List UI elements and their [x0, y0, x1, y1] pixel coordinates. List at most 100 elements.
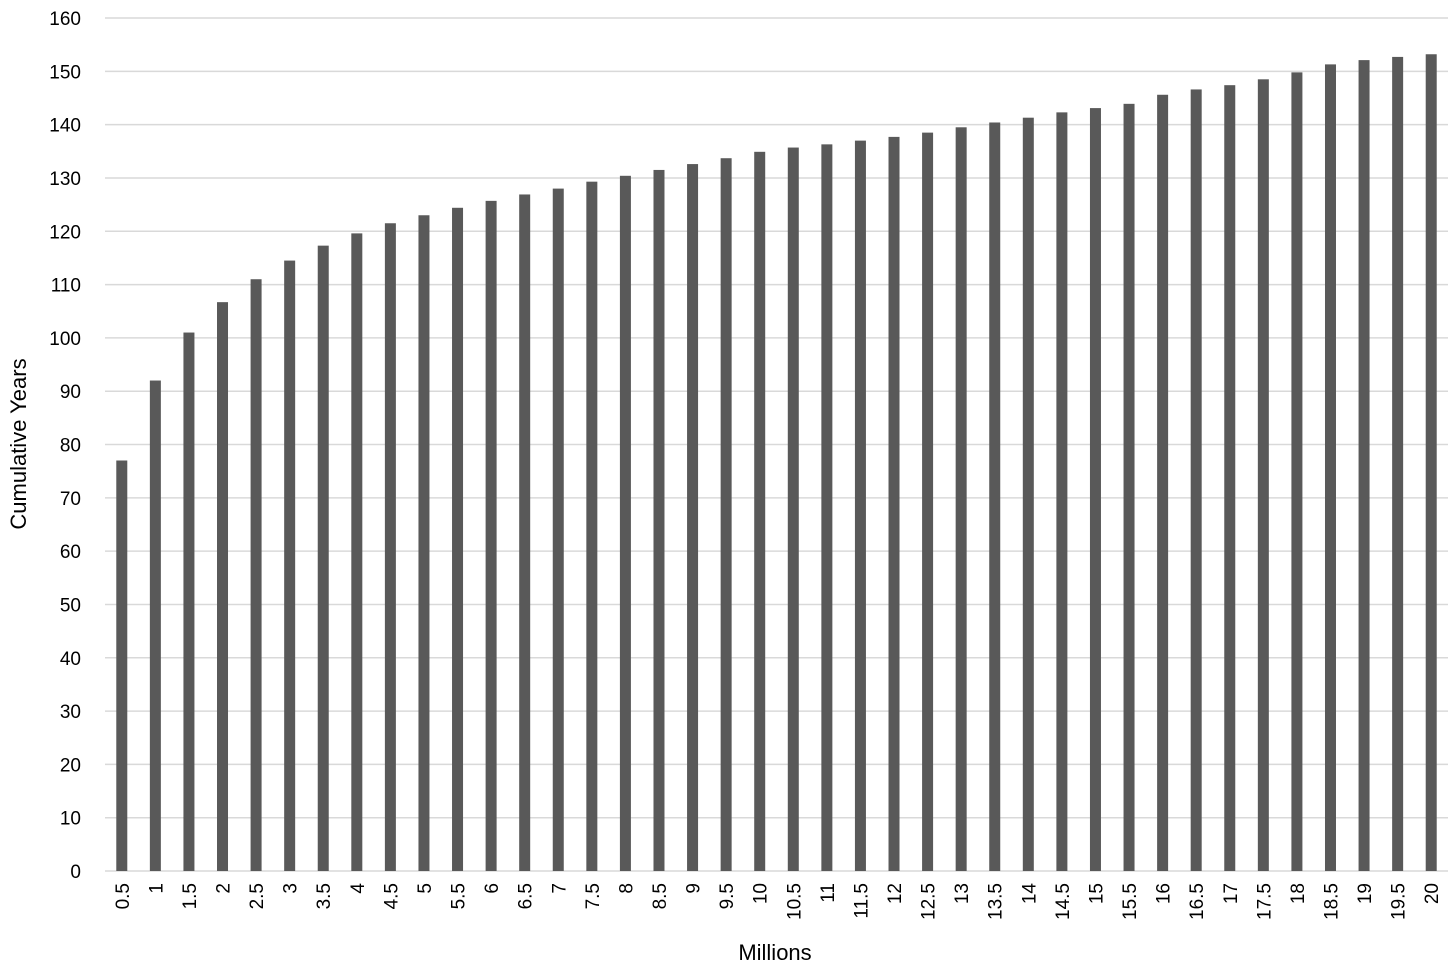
- y-tick-label: 100: [49, 329, 81, 350]
- bar-14.5: [1056, 112, 1068, 871]
- y-tick-label: 150: [49, 62, 81, 83]
- x-tick-label: 8: [616, 883, 637, 894]
- y-axis-title: Cumulative Years: [6, 358, 31, 529]
- x-tick-label: 6.5: [516, 883, 537, 909]
- y-tick-label: 50: [60, 595, 81, 616]
- bar-3: [284, 260, 296, 871]
- bar-17: [1224, 85, 1236, 871]
- x-tick-label: 5: [415, 883, 436, 894]
- x-tick-label: 15: [1086, 883, 1107, 904]
- y-tick-label: 30: [60, 702, 81, 723]
- bar-11: [821, 144, 833, 871]
- x-tick-label: 1.5: [180, 883, 201, 909]
- y-tick-label: 40: [60, 649, 81, 670]
- bar-13: [955, 127, 967, 871]
- bar-7: [552, 188, 564, 872]
- bar-10.5: [787, 147, 799, 871]
- bar-17.5: [1257, 79, 1269, 871]
- y-tick-label: 80: [60, 436, 81, 457]
- x-tick-label: 4.5: [381, 883, 402, 909]
- x-tick-label: 14.5: [1053, 883, 1074, 920]
- x-tick-label: 9.5: [717, 883, 738, 909]
- x-tick-label: 11.5: [851, 883, 872, 919]
- x-tick-label: 1: [146, 883, 167, 894]
- bar-18.5: [1324, 64, 1336, 871]
- bar-8: [619, 175, 631, 871]
- bar-19: [1358, 60, 1370, 871]
- y-tick-label: 110: [51, 276, 81, 297]
- x-tick-label: 13.5: [986, 883, 1007, 920]
- y-tick-label: 0: [70, 862, 81, 883]
- y-tick-label: 60: [60, 542, 81, 563]
- bar-14: [1022, 117, 1034, 871]
- x-tick-label: 8.5: [650, 883, 671, 909]
- bar-15: [1089, 108, 1101, 871]
- y-tick-label: 160: [49, 9, 81, 30]
- x-tick-label: 3.5: [314, 883, 335, 909]
- y-tick-label: 10: [60, 809, 81, 830]
- y-tick-label: 140: [49, 116, 81, 137]
- x-tick-label: 13: [952, 883, 973, 904]
- x-tick-label: 17: [1221, 883, 1242, 904]
- x-axis-ticks: 0.5 1 1.5 2 2.5 3 3.5 4 4.5 5 5.5 6 6.5 7 7.5 8 8.5 9 9.5 1…: [113, 883, 1443, 920]
- x-tick-label: 5.5: [449, 883, 470, 909]
- bar-3.5: [317, 245, 329, 871]
- x-tick-label: 16: [1154, 883, 1175, 904]
- x-tick-label: 18.5: [1321, 883, 1342, 920]
- x-tick-label: 19.5: [1389, 883, 1410, 920]
- bar-8.5: [653, 169, 665, 872]
- x-tick-label: 2.5: [247, 883, 268, 909]
- y-axis-ticks: 0 10 20 30 40 50 60 70 80 90 100 110 120 130 140 150 160: [49, 9, 81, 883]
- x-tick-label: 20: [1422, 883, 1443, 904]
- x-tick-label: 0.5: [113, 883, 134, 909]
- x-tick-label: 15.5: [1120, 883, 1141, 920]
- bar-2.5: [250, 279, 262, 871]
- bar-10: [754, 151, 766, 871]
- y-tick-label: 90: [60, 382, 81, 403]
- bar-13.5: [989, 122, 1001, 872]
- x-tick-label: 10.5: [784, 883, 805, 920]
- x-tick-label: 19: [1355, 883, 1376, 904]
- gridlines: [105, 17, 1448, 872]
- x-tick-label: 12: [885, 883, 906, 904]
- x-tick-label: 16.5: [1187, 883, 1208, 920]
- bar-5: [418, 215, 430, 872]
- bar-18: [1291, 72, 1303, 871]
- x-tick-label: 4: [348, 883, 369, 894]
- y-tick-label: 120: [49, 222, 81, 243]
- x-tick-label: 6: [482, 883, 503, 894]
- bar-6: [485, 200, 497, 871]
- bar-12: [888, 136, 900, 872]
- x-tick-label: 7: [549, 883, 570, 894]
- bar-11.5: [854, 140, 866, 871]
- bar-9: [687, 164, 699, 872]
- x-axis-title: Millions: [738, 940, 811, 964]
- y-tick-label: 20: [60, 755, 81, 776]
- x-tick-label: 11: [818, 883, 839, 903]
- bar-1: [149, 380, 161, 871]
- y-tick-label: 70: [60, 489, 81, 510]
- x-tick-label: 7.5: [583, 883, 604, 909]
- bar-16.5: [1190, 89, 1202, 872]
- x-tick-label: 2: [214, 883, 235, 894]
- bar-15.5: [1123, 103, 1135, 871]
- x-tick-label: 18: [1288, 883, 1309, 904]
- bar-0.5: [116, 460, 128, 871]
- x-tick-label: 9: [684, 883, 705, 894]
- bar-12.5: [922, 132, 934, 871]
- x-tick-label: 10: [751, 883, 772, 904]
- x-tick-label: 17.5: [1254, 883, 1275, 920]
- bar-4.5: [384, 223, 396, 872]
- bar-2: [217, 302, 229, 871]
- bar-16: [1157, 94, 1169, 871]
- bars: [116, 54, 1437, 872]
- bar-1.5: [183, 332, 195, 871]
- y-tick-label: 130: [49, 169, 81, 190]
- x-tick-label: 14: [1019, 883, 1040, 905]
- bar-6.5: [519, 194, 531, 872]
- bar-5.5: [452, 207, 464, 872]
- bar-7.5: [586, 181, 598, 871]
- bar-20: [1425, 54, 1437, 871]
- bar-19.5: [1392, 56, 1404, 871]
